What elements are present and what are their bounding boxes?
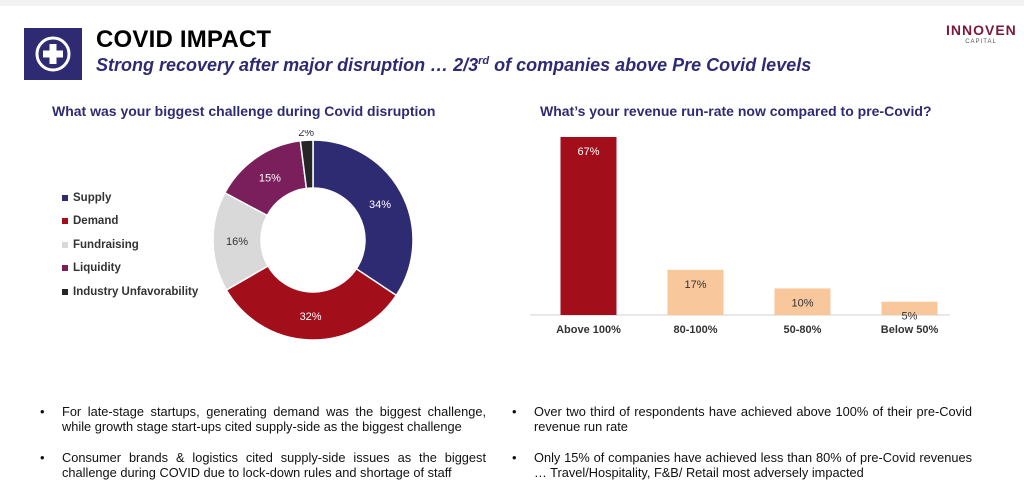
donut-slice-supply <box>312 139 414 297</box>
legend-label: Industry Unfavorability <box>73 285 199 298</box>
bullet-dot: • <box>40 450 45 465</box>
legend-item-fundraising: Fundraising <box>62 233 198 257</box>
subtitle-main: Strong recovery after major disruption …… <box>96 55 479 75</box>
legend-label: Demand <box>73 215 119 228</box>
bar-value-50-80: 10% <box>791 297 813 309</box>
plus-circle-icon <box>35 36 71 72</box>
bar-below-50 <box>881 301 938 315</box>
donut-legend: Supply Demand Fundraising Liquidity Industry… <box>62 186 198 304</box>
brand-logo: INNOVEN CAPITAL <box>946 22 1016 45</box>
legend-swatch <box>62 288 68 295</box>
bullet-text: Consumer brands & logistics cited supply… <box>62 450 486 480</box>
bar-category-80-100: 80-100% <box>673 324 717 336</box>
legend-swatch <box>62 194 68 201</box>
donut-slice-demand <box>225 264 398 341</box>
bullet-dot: • <box>512 450 517 465</box>
bar-80-100 <box>667 269 724 315</box>
donut-label-demand: 32% <box>300 311 322 323</box>
bar-value-below-50: 5% <box>902 311 918 323</box>
donut-label-fundraising: 16% <box>226 236 248 248</box>
bar-value-80-100: 17% <box>684 279 706 291</box>
bullet-item: • Over two third of respondents have achi… <box>512 404 972 434</box>
top-border <box>0 0 1024 6</box>
bullet-dot: • <box>512 404 517 419</box>
brand-name: INNOVEN <box>946 22 1017 38</box>
legend-swatch <box>62 218 68 225</box>
bullet-item: • Consumer brands & logistics cited suppl… <box>40 450 486 480</box>
bar-category-50-80: 50-80% <box>784 324 822 336</box>
donut-slice-industry-unfavorability <box>299 139 314 190</box>
bullets-right: • Over two third of respondents have achi… <box>512 404 972 496</box>
bar-chart: 67% Above 100% 17% 80-100% 10% 50-80% 5%Below … <box>530 137 950 336</box>
bar-category-below-50: Below 50% <box>881 324 939 336</box>
bullet-item: • For late-stage startups, generating dem… <box>40 404 486 434</box>
bar-chart-title: What’s your revenue run-rate now compare… <box>540 103 932 119</box>
legend-label: Fundraising <box>73 238 139 251</box>
subtitle-tail: of companies above Pre Covid levels <box>489 55 812 75</box>
bullet-dot: • <box>40 404 45 419</box>
legend-item-industry-unfavorability: Industry Unfavorability <box>62 280 198 304</box>
legend-label: Supply <box>73 191 112 204</box>
donut-chart-title: What was your biggest challenge during C… <box>52 103 436 119</box>
page-subtitle: Strong recovery after major disruption …… <box>96 55 811 76</box>
bullets-left: • For late-stage startups, generating dem… <box>40 404 486 496</box>
bullet-text: For late-stage startups, generating dema… <box>62 404 486 434</box>
subtitle-superscript: rd <box>478 55 490 67</box>
bar-value-above-100: 67% <box>577 146 599 158</box>
bar-above-100 <box>560 137 617 315</box>
donut-label-industry-unfavorability: 2% <box>298 130 314 139</box>
donut-label-supply: 34% <box>369 199 391 211</box>
brand-sub: CAPITAL <box>965 39 997 45</box>
bullet-text: Over two third of respondents have achie… <box>534 404 972 434</box>
bullet-text: Only 15% of companies have achieved less… <box>534 450 972 480</box>
bullet-item: • Only 15% of companies have achieved les… <box>512 450 972 480</box>
medical-cross-logo <box>24 28 82 80</box>
legend-item-liquidity: Liquidity <box>62 257 198 281</box>
legend-swatch <box>62 241 68 248</box>
donut-label-liquidity: 15% <box>259 172 281 184</box>
donut-chart: 34% 32% 16% 15% 2% <box>212 130 414 341</box>
page-title: COVID IMPACT <box>96 26 272 53</box>
legend-swatch <box>62 265 68 272</box>
bar-category-above-100: Above 100% <box>556 324 621 336</box>
legend-label: Liquidity <box>73 262 121 275</box>
bar-50-80 <box>774 288 831 315</box>
legend-item-demand: Demand <box>62 210 198 234</box>
legend-item-supply: Supply <box>62 186 198 210</box>
